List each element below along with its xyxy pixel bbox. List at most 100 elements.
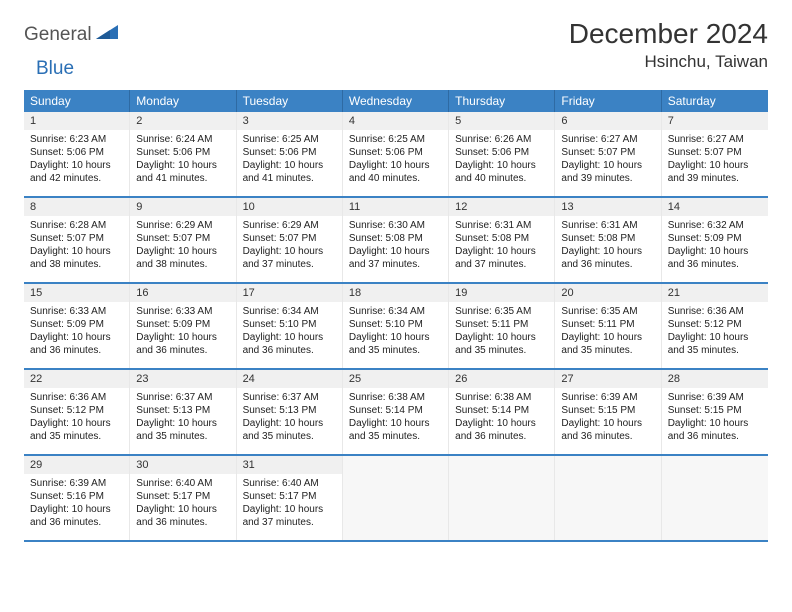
sunset-line: Sunset: 5:08 PM xyxy=(349,232,442,245)
sunset-line: Sunset: 5:13 PM xyxy=(136,404,229,417)
sunset-line: Sunset: 5:07 PM xyxy=(30,232,123,245)
day-number: 30 xyxy=(130,456,235,474)
day-details: Sunrise: 6:24 AMSunset: 5:06 PMDaylight:… xyxy=(130,130,235,190)
day-details: Sunrise: 6:36 AMSunset: 5:12 PMDaylight:… xyxy=(24,388,129,448)
day-details: Sunrise: 6:35 AMSunset: 5:11 PMDaylight:… xyxy=(555,302,660,362)
weekday-header: Sunday xyxy=(24,90,130,112)
sunset-line: Sunset: 5:07 PM xyxy=(668,146,762,159)
daylight-line: Daylight: 10 hours and 38 minutes. xyxy=(30,245,123,271)
day-details: Sunrise: 6:37 AMSunset: 5:13 PMDaylight:… xyxy=(237,388,342,448)
day-number: 7 xyxy=(662,112,768,130)
day-details: Sunrise: 6:39 AMSunset: 5:15 PMDaylight:… xyxy=(662,388,768,448)
day-details: Sunrise: 6:40 AMSunset: 5:17 PMDaylight:… xyxy=(130,474,235,534)
day-number: 23 xyxy=(130,370,235,388)
sunset-line: Sunset: 5:06 PM xyxy=(455,146,548,159)
sunrise-line: Sunrise: 6:37 AM xyxy=(136,391,229,404)
day-number: 14 xyxy=(662,198,768,216)
daylight-line: Daylight: 10 hours and 36 minutes. xyxy=(30,503,123,529)
week-row: 1Sunrise: 6:23 AMSunset: 5:06 PMDaylight… xyxy=(24,112,768,198)
day-details: Sunrise: 6:32 AMSunset: 5:09 PMDaylight:… xyxy=(662,216,768,276)
day-details: Sunrise: 6:39 AMSunset: 5:16 PMDaylight:… xyxy=(24,474,129,534)
day-details: Sunrise: 6:23 AMSunset: 5:06 PMDaylight:… xyxy=(24,130,129,190)
day-number: 31 xyxy=(237,456,342,474)
day-cell: 14Sunrise: 6:32 AMSunset: 5:09 PMDayligh… xyxy=(662,198,768,282)
daylight-line: Daylight: 10 hours and 40 minutes. xyxy=(349,159,442,185)
day-cell: 23Sunrise: 6:37 AMSunset: 5:13 PMDayligh… xyxy=(130,370,236,454)
day-cell: 6Sunrise: 6:27 AMSunset: 5:07 PMDaylight… xyxy=(555,112,661,196)
day-cell: 28Sunrise: 6:39 AMSunset: 5:15 PMDayligh… xyxy=(662,370,768,454)
daylight-line: Daylight: 10 hours and 35 minutes. xyxy=(349,417,442,443)
day-number: 19 xyxy=(449,284,554,302)
sunrise-line: Sunrise: 6:34 AM xyxy=(243,305,336,318)
week-row: 22Sunrise: 6:36 AMSunset: 5:12 PMDayligh… xyxy=(24,370,768,456)
day-number: 16 xyxy=(130,284,235,302)
weekday-header: Wednesday xyxy=(343,90,449,112)
logo: General xyxy=(24,24,120,46)
weekday-header: Thursday xyxy=(449,90,555,112)
sunrise-line: Sunrise: 6:33 AM xyxy=(136,305,229,318)
daylight-line: Daylight: 10 hours and 37 minutes. xyxy=(455,245,548,271)
sunrise-line: Sunrise: 6:31 AM xyxy=(455,219,548,232)
day-cell xyxy=(343,456,449,540)
day-number: 6 xyxy=(555,112,660,130)
day-number: 3 xyxy=(237,112,342,130)
day-number: 22 xyxy=(24,370,129,388)
week-row: 29Sunrise: 6:39 AMSunset: 5:16 PMDayligh… xyxy=(24,456,768,542)
daylight-line: Daylight: 10 hours and 35 minutes. xyxy=(561,331,654,357)
sunset-line: Sunset: 5:07 PM xyxy=(243,232,336,245)
sunrise-line: Sunrise: 6:36 AM xyxy=(30,391,123,404)
day-cell: 2Sunrise: 6:24 AMSunset: 5:06 PMDaylight… xyxy=(130,112,236,196)
week-row: 15Sunrise: 6:33 AMSunset: 5:09 PMDayligh… xyxy=(24,284,768,370)
sunrise-line: Sunrise: 6:35 AM xyxy=(455,305,548,318)
day-details: Sunrise: 6:31 AMSunset: 5:08 PMDaylight:… xyxy=(449,216,554,276)
day-details: Sunrise: 6:35 AMSunset: 5:11 PMDaylight:… xyxy=(449,302,554,362)
daylight-line: Daylight: 10 hours and 36 minutes. xyxy=(668,245,762,271)
day-details: Sunrise: 6:28 AMSunset: 5:07 PMDaylight:… xyxy=(24,216,129,276)
day-details: Sunrise: 6:31 AMSunset: 5:08 PMDaylight:… xyxy=(555,216,660,276)
day-details: Sunrise: 6:30 AMSunset: 5:08 PMDaylight:… xyxy=(343,216,448,276)
sunrise-line: Sunrise: 6:27 AM xyxy=(561,133,654,146)
day-cell: 11Sunrise: 6:30 AMSunset: 5:08 PMDayligh… xyxy=(343,198,449,282)
sunrise-line: Sunrise: 6:39 AM xyxy=(668,391,762,404)
daylight-line: Daylight: 10 hours and 35 minutes. xyxy=(30,417,123,443)
day-details: Sunrise: 6:33 AMSunset: 5:09 PMDaylight:… xyxy=(130,302,235,362)
day-cell: 16Sunrise: 6:33 AMSunset: 5:09 PMDayligh… xyxy=(130,284,236,368)
sunset-line: Sunset: 5:13 PM xyxy=(243,404,336,417)
day-details: Sunrise: 6:40 AMSunset: 5:17 PMDaylight:… xyxy=(237,474,342,534)
sunset-line: Sunset: 5:06 PM xyxy=(243,146,336,159)
day-number: 2 xyxy=(130,112,235,130)
month-title: December 2024 xyxy=(569,18,768,50)
day-details: Sunrise: 6:27 AMSunset: 5:07 PMDaylight:… xyxy=(555,130,660,190)
day-number: 27 xyxy=(555,370,660,388)
daylight-line: Daylight: 10 hours and 36 minutes. xyxy=(668,417,762,443)
day-cell: 25Sunrise: 6:38 AMSunset: 5:14 PMDayligh… xyxy=(343,370,449,454)
day-number: 5 xyxy=(449,112,554,130)
logo-triangle-icon xyxy=(96,25,118,44)
daylight-line: Daylight: 10 hours and 36 minutes. xyxy=(136,503,229,529)
daylight-line: Daylight: 10 hours and 38 minutes. xyxy=(136,245,229,271)
day-number: 4 xyxy=(343,112,448,130)
daylight-line: Daylight: 10 hours and 39 minutes. xyxy=(561,159,654,185)
day-cell xyxy=(662,456,768,540)
calendar: Sunday Monday Tuesday Wednesday Thursday… xyxy=(24,90,768,542)
sunrise-line: Sunrise: 6:25 AM xyxy=(243,133,336,146)
sunrise-line: Sunrise: 6:39 AM xyxy=(561,391,654,404)
day-cell: 22Sunrise: 6:36 AMSunset: 5:12 PMDayligh… xyxy=(24,370,130,454)
day-number: 21 xyxy=(662,284,768,302)
daylight-line: Daylight: 10 hours and 36 minutes. xyxy=(561,417,654,443)
daylight-line: Daylight: 10 hours and 37 minutes. xyxy=(243,245,336,271)
day-details: Sunrise: 6:25 AMSunset: 5:06 PMDaylight:… xyxy=(343,130,448,190)
day-number: 8 xyxy=(24,198,129,216)
day-cell: 17Sunrise: 6:34 AMSunset: 5:10 PMDayligh… xyxy=(237,284,343,368)
day-cell: 15Sunrise: 6:33 AMSunset: 5:09 PMDayligh… xyxy=(24,284,130,368)
day-cell: 27Sunrise: 6:39 AMSunset: 5:15 PMDayligh… xyxy=(555,370,661,454)
weekday-header-row: Sunday Monday Tuesday Wednesday Thursday… xyxy=(24,90,768,112)
daylight-line: Daylight: 10 hours and 36 minutes. xyxy=(561,245,654,271)
daylight-line: Daylight: 10 hours and 36 minutes. xyxy=(455,417,548,443)
sunrise-line: Sunrise: 6:36 AM xyxy=(668,305,762,318)
day-cell: 30Sunrise: 6:40 AMSunset: 5:17 PMDayligh… xyxy=(130,456,236,540)
daylight-line: Daylight: 10 hours and 41 minutes. xyxy=(136,159,229,185)
day-cell: 7Sunrise: 6:27 AMSunset: 5:07 PMDaylight… xyxy=(662,112,768,196)
day-details: Sunrise: 6:29 AMSunset: 5:07 PMDaylight:… xyxy=(130,216,235,276)
day-number: 29 xyxy=(24,456,129,474)
